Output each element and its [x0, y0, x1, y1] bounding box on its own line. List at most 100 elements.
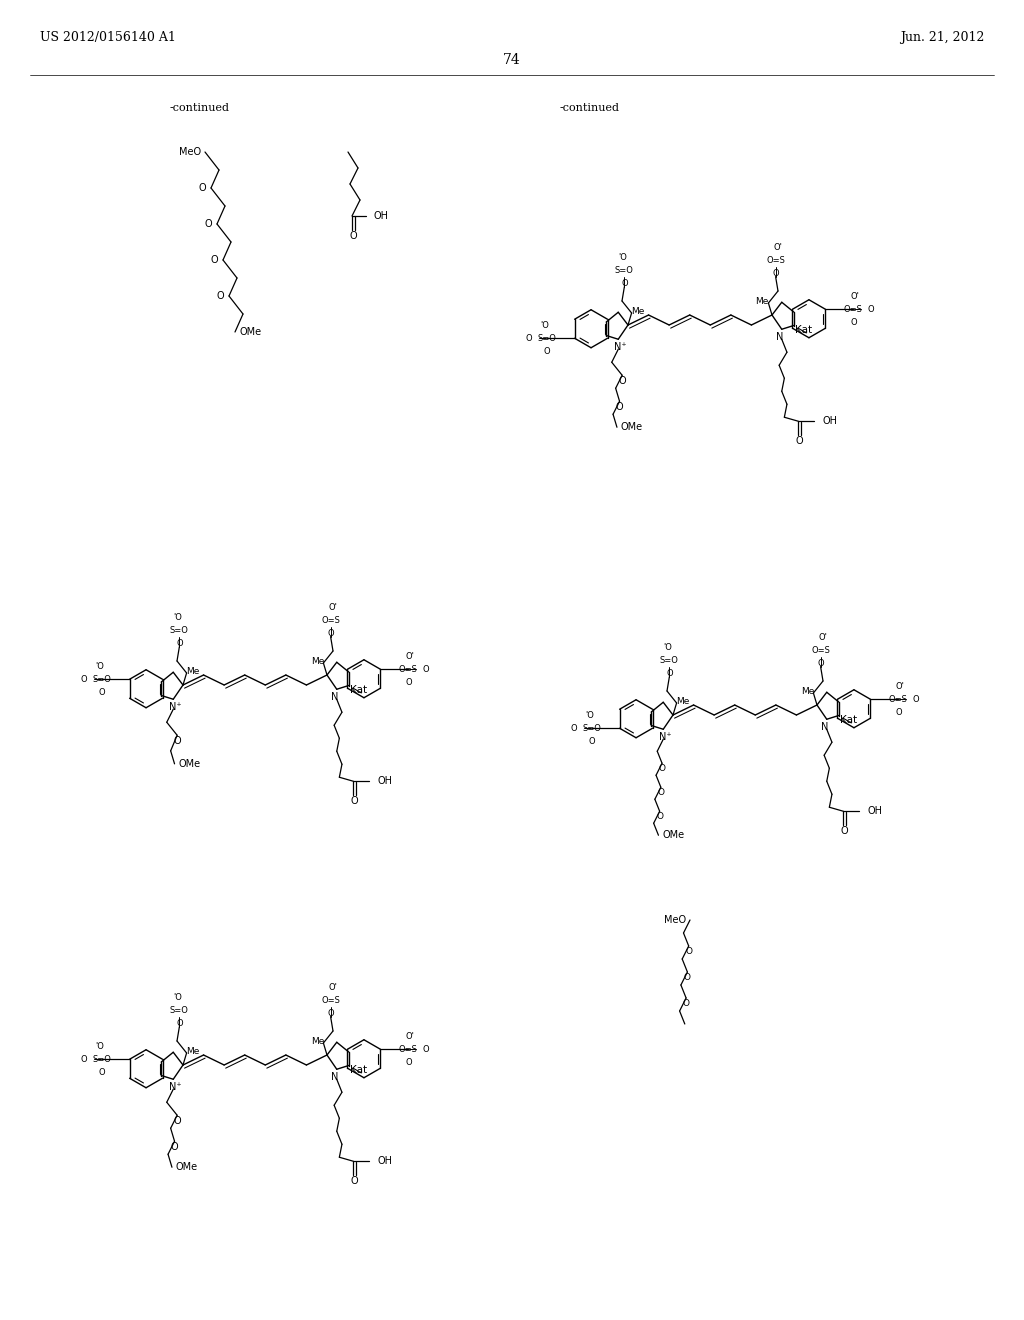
Text: O: O [684, 973, 691, 982]
Text: OMe: OMe [621, 422, 643, 432]
Text: O: O [772, 269, 779, 279]
Text: 'O: 'O [95, 1041, 104, 1051]
Text: O: O [81, 1055, 88, 1064]
Text: 'O: 'O [173, 993, 182, 1002]
Text: Me: Me [631, 308, 644, 317]
Text: O: O [349, 231, 356, 242]
Text: O: O [173, 737, 181, 746]
Text: OMe: OMe [178, 759, 201, 768]
Text: OMe: OMe [663, 830, 685, 841]
Text: S=O: S=O [659, 656, 679, 665]
Text: O: O [796, 436, 803, 446]
Text: 'O: 'O [663, 643, 672, 652]
Text: OMe: OMe [176, 1162, 198, 1172]
Text: O=S: O=S [399, 665, 418, 673]
Text: O=S: O=S [811, 645, 830, 655]
Text: 'O: 'O [585, 710, 594, 719]
Text: Jun. 21, 2012: Jun. 21, 2012 [900, 32, 984, 45]
Text: OH: OH [867, 807, 883, 816]
Text: O: O [216, 290, 224, 301]
Text: 'O: 'O [540, 321, 549, 330]
Text: O: O [526, 334, 532, 343]
Text: OH: OH [374, 211, 389, 220]
Text: Me: Me [310, 1038, 324, 1047]
Text: Me: Me [676, 697, 689, 706]
Text: Kat: Kat [795, 325, 812, 335]
Text: S=O: S=O [615, 267, 634, 275]
Text: O: O [656, 812, 664, 821]
Text: S=O: S=O [170, 626, 188, 635]
Text: Me: Me [310, 657, 324, 667]
Text: O: O [98, 688, 104, 697]
Text: S=O: S=O [538, 334, 556, 343]
Text: O: O [622, 279, 628, 288]
Text: O: O [658, 764, 666, 772]
Text: O: O [350, 796, 358, 807]
Text: O: O [817, 659, 824, 668]
Text: O=S: O=S [766, 256, 785, 265]
Text: -continued: -continued [560, 103, 620, 114]
Text: O=S: O=S [889, 694, 908, 704]
Text: O: O [683, 998, 689, 1007]
Text: O: O [588, 737, 595, 746]
Text: Kat: Kat [840, 715, 857, 725]
Text: O: O [406, 1057, 412, 1067]
Text: N⁺: N⁺ [614, 342, 627, 352]
Text: O=S: O=S [844, 305, 863, 314]
Text: O: O [171, 1142, 178, 1152]
Text: O: O [841, 826, 848, 837]
Text: O: O [618, 376, 626, 387]
Text: O: O [544, 347, 550, 356]
Text: O: O [912, 694, 919, 704]
Text: O: O [205, 219, 212, 228]
Text: O: O [657, 788, 665, 797]
Text: O: O [571, 723, 578, 733]
Text: Me: Me [756, 297, 769, 306]
Text: N: N [776, 333, 783, 342]
Text: O: O [423, 1044, 429, 1053]
Text: O: O [895, 708, 902, 717]
Text: Me: Me [186, 668, 200, 676]
Text: O: O [210, 255, 218, 265]
Text: Kat: Kat [350, 1065, 368, 1074]
Text: N: N [331, 1072, 339, 1082]
Text: 74: 74 [503, 53, 521, 67]
Text: N⁺: N⁺ [169, 702, 181, 713]
Text: N: N [331, 692, 339, 702]
Text: S=O: S=O [583, 723, 601, 733]
Text: S=O: S=O [92, 675, 111, 684]
Text: O: O [685, 946, 692, 956]
Text: Kat: Kat [350, 685, 368, 696]
Text: O=S: O=S [399, 1044, 418, 1053]
Text: O: O [81, 675, 88, 684]
Text: O: O [850, 318, 857, 327]
Text: O': O' [406, 1032, 415, 1040]
Text: O': O' [328, 603, 337, 612]
Text: 'O: 'O [95, 661, 104, 671]
Text: OH: OH [822, 416, 838, 426]
Text: MeO: MeO [179, 147, 201, 157]
Text: O': O' [773, 243, 782, 252]
Text: N: N [821, 722, 828, 733]
Text: O: O [423, 665, 429, 673]
Text: Me: Me [801, 688, 814, 697]
Text: O: O [328, 630, 334, 638]
Text: O: O [406, 677, 412, 686]
Text: O': O' [406, 652, 415, 661]
Text: N⁺: N⁺ [658, 733, 672, 742]
Text: O': O' [328, 983, 337, 993]
Text: O=S: O=S [322, 997, 340, 1005]
Text: O: O [173, 1117, 181, 1126]
Text: O: O [666, 669, 673, 678]
Text: S=O: S=O [92, 1055, 111, 1064]
Text: Me: Me [186, 1048, 200, 1056]
Text: MeO: MeO [664, 915, 686, 925]
Text: O: O [328, 1008, 334, 1018]
Text: 'O: 'O [617, 253, 627, 263]
Text: O: O [199, 183, 206, 193]
Text: 'O: 'O [173, 612, 182, 622]
Text: O: O [176, 1019, 182, 1028]
Text: N⁺: N⁺ [169, 1082, 181, 1092]
Text: S=O: S=O [170, 1006, 188, 1015]
Text: O: O [98, 1068, 104, 1077]
